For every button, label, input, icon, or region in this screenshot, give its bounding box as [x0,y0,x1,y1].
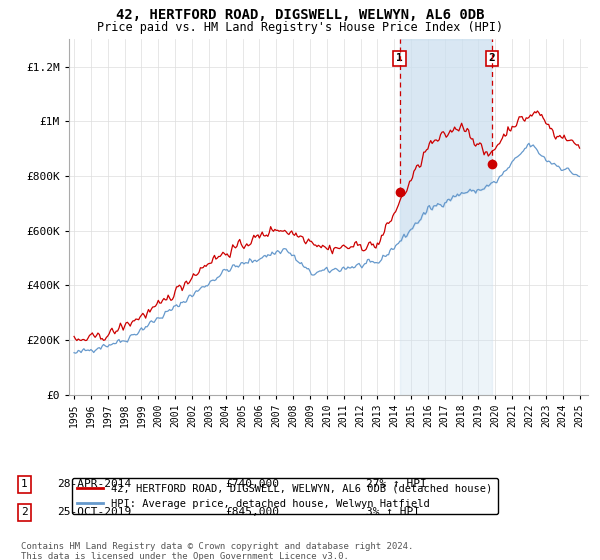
Text: 27% ↑ HPI: 27% ↑ HPI [366,479,427,489]
Text: 1: 1 [396,53,403,63]
Text: £740,000: £740,000 [225,479,279,489]
Text: 3% ↑ HPI: 3% ↑ HPI [366,507,420,517]
Text: 28-APR-2014: 28-APR-2014 [57,479,131,489]
Text: Price paid vs. HM Land Registry's House Price Index (HPI): Price paid vs. HM Land Registry's House … [97,21,503,34]
Text: 2: 2 [489,53,496,63]
Text: £845,000: £845,000 [225,507,279,517]
Text: 2: 2 [21,507,28,517]
Text: 42, HERTFORD ROAD, DIGSWELL, WELWYN, AL6 0DB: 42, HERTFORD ROAD, DIGSWELL, WELWYN, AL6… [116,8,484,22]
Text: Contains HM Land Registry data © Crown copyright and database right 2024.
This d: Contains HM Land Registry data © Crown c… [21,542,413,560]
Text: 25-OCT-2019: 25-OCT-2019 [57,507,131,517]
Legend: 42, HERTFORD ROAD, DIGSWELL, WELWYN, AL6 0DB (detached house), HPI: Average pric: 42, HERTFORD ROAD, DIGSWELL, WELWYN, AL6… [71,478,497,514]
Text: 1: 1 [21,479,28,489]
